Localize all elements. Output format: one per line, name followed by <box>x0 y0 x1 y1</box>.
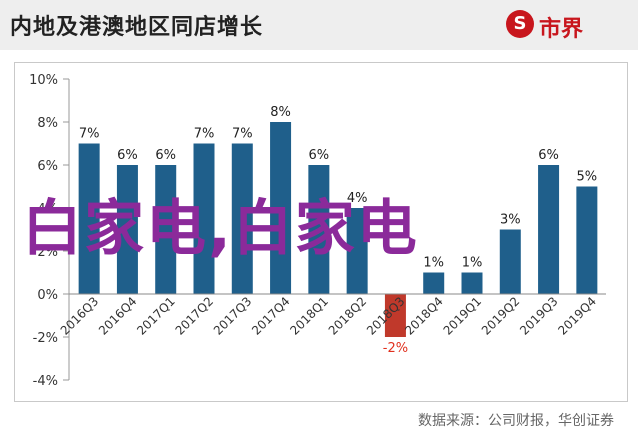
bar-2017Q1 <box>155 165 177 294</box>
x-tick-label: 2019Q1 <box>441 294 485 338</box>
x-tick-label: 2017Q4 <box>249 294 293 338</box>
bar-2019Q4 <box>576 186 598 294</box>
x-tick-label: 2017Q3 <box>211 294 255 338</box>
bar-2019Q1 <box>461 272 483 294</box>
x-tick-label: 2018Q1 <box>287 294 331 338</box>
bar-2017Q4 <box>270 122 292 294</box>
bar-2018Q4 <box>423 272 445 294</box>
data-label: 6% <box>309 148 330 163</box>
x-tick-label: 2019Q2 <box>479 294 523 338</box>
logo-circle-icon <box>506 10 534 38</box>
logo-text: 市界 <box>539 17 584 42</box>
data-label: 1% <box>462 256 483 271</box>
data-label: 4% <box>347 191 368 206</box>
x-tick-label: 2017Q1 <box>134 294 178 338</box>
bar-2017Q2 <box>193 143 215 294</box>
y-tick-label: 8% <box>37 116 58 131</box>
bar-2017Q3 <box>231 143 253 294</box>
y-tick-label: -4% <box>33 374 58 389</box>
y-tick-label: 2% <box>37 245 58 260</box>
y-tick-label: 4% <box>37 202 58 217</box>
x-tick-label: 2018Q2 <box>326 294 370 338</box>
data-label: 7% <box>232 127 253 142</box>
data-label: 6% <box>117 148 138 163</box>
data-label: 5% <box>577 170 598 185</box>
x-tick-label: 2019Q4 <box>555 294 599 338</box>
brand-logo: S 市界 <box>506 10 626 42</box>
bar-2018Q1 <box>308 165 330 294</box>
x-tick-label: 2016Q4 <box>96 294 140 338</box>
data-label: 3% <box>500 213 521 228</box>
data-label: -2% <box>383 341 408 356</box>
data-label: 8% <box>270 105 291 120</box>
x-tick-label: 2018Q4 <box>402 294 446 338</box>
chart-title: 内地及港澳地区同店增长 <box>10 15 264 40</box>
x-tick-label: 2019Q3 <box>517 294 561 338</box>
data-label: 1% <box>423 256 444 271</box>
x-tick-label: 2017Q2 <box>173 294 217 338</box>
y-tick-label: 0% <box>37 288 58 303</box>
data-label: 6% <box>538 148 559 163</box>
data-label: 6% <box>155 148 176 163</box>
bar-2019Q3 <box>538 165 560 294</box>
x-tick-label: 2016Q3 <box>58 294 102 338</box>
bar-2016Q4 <box>116 165 138 294</box>
bar-2016Q3 <box>78 143 100 294</box>
source-note: 数据来源：公司财报，华创证券 <box>418 413 614 429</box>
bar-2019Q2 <box>499 229 521 294</box>
chart-header: 内地及港澳地区同店增长 S 市界 <box>0 0 638 50</box>
bar-2018Q2 <box>346 208 368 294</box>
logo-mark: S <box>513 13 527 34</box>
data-label: 7% <box>194 127 215 142</box>
overlay-watermark-text: 白家电,白家电 <box>22 194 419 264</box>
y-tick-label: 10% <box>29 73 58 88</box>
data-label: 7% <box>79 127 100 142</box>
y-tick-label: -2% <box>33 331 58 346</box>
y-tick-label: 6% <box>37 159 58 174</box>
bar-2018Q3 <box>384 294 406 337</box>
